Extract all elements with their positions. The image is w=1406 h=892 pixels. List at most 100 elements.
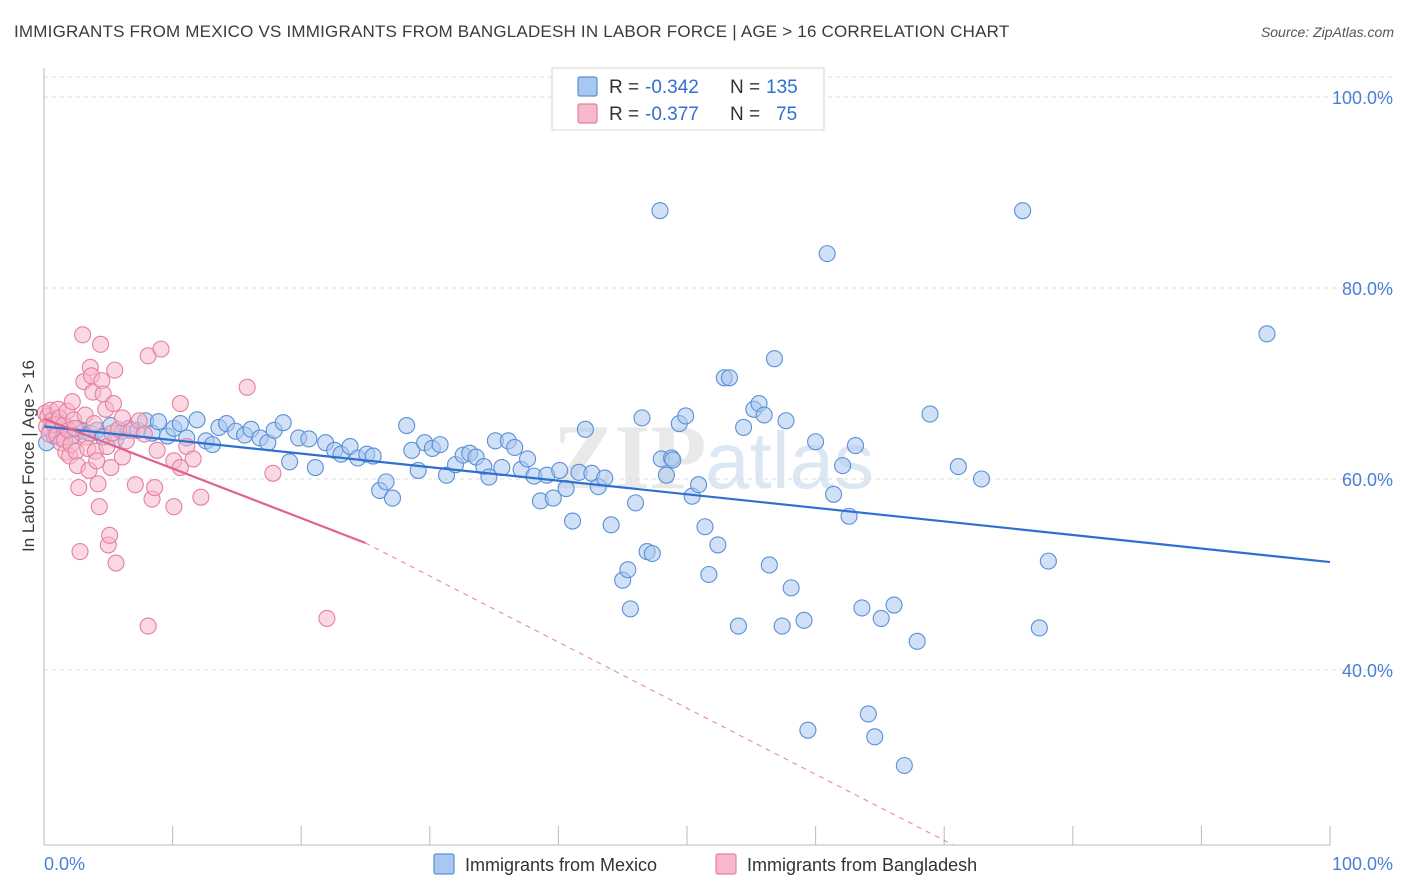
mexico-point bbox=[149, 413, 168, 431]
mexico-point bbox=[377, 473, 395, 491]
bangladesh-trend-extension bbox=[365, 542, 954, 846]
mexico-point bbox=[664, 451, 682, 469]
y-tick-label: 40.0% bbox=[1342, 661, 1393, 681]
legend-bangladesh-r-value: -0.377 bbox=[645, 104, 699, 125]
mexico-point bbox=[709, 536, 727, 554]
bangladesh-point bbox=[89, 475, 107, 493]
mexico-point bbox=[972, 470, 991, 488]
mexico-point bbox=[866, 728, 884, 746]
y-axis-ticks: 100.0% 80.0% 60.0% 40.0% bbox=[1332, 88, 1393, 681]
x-tick-label-min: 0.0% bbox=[44, 854, 85, 874]
mexico-point bbox=[677, 407, 695, 425]
bangladesh-point bbox=[146, 479, 164, 497]
mexico-point bbox=[1258, 325, 1276, 343]
y-axis-label: In Labor Force | Age > 16 bbox=[19, 360, 38, 552]
trend-lines bbox=[43, 417, 1331, 846]
legend-stats: R = -0.342 N = 135 R = -0.377 N = 75 bbox=[551, 67, 825, 131]
mexico-point bbox=[846, 437, 865, 455]
bangladesh-point bbox=[70, 479, 88, 497]
bangladesh-point bbox=[85, 415, 103, 433]
mexico-point bbox=[834, 457, 852, 475]
bangladesh-point bbox=[92, 335, 110, 353]
mexico-point bbox=[506, 438, 524, 457]
mexico-point bbox=[696, 518, 714, 536]
mexico-point bbox=[720, 369, 738, 387]
legend-mexico-n-value: 135 bbox=[766, 77, 798, 98]
bangladesh-point bbox=[318, 609, 336, 627]
chart-title: IMMIGRANTS FROM MEXICO VS IMMIGRANTS FRO… bbox=[14, 22, 1010, 41]
legend-mexico-n-label: N = bbox=[730, 77, 760, 98]
mexico-point bbox=[657, 466, 675, 484]
bangladesh-point bbox=[107, 554, 125, 572]
mexico-point bbox=[627, 494, 645, 512]
mexico-point bbox=[799, 721, 817, 739]
mexico-point bbox=[921, 405, 939, 423]
legend-bottom-swatch-bangladesh bbox=[715, 853, 737, 875]
bangladesh-point bbox=[148, 441, 166, 459]
bangladesh-point bbox=[90, 498, 108, 516]
x-axis-ticks bbox=[172, 826, 1331, 845]
mexico-point bbox=[551, 461, 569, 479]
mexico-point bbox=[563, 512, 582, 530]
bangladesh-point bbox=[63, 393, 81, 411]
mexico-point bbox=[690, 476, 708, 494]
mexico-point bbox=[859, 705, 877, 723]
bangladesh-point bbox=[171, 395, 189, 413]
mexico-point bbox=[274, 414, 292, 432]
bangladesh-point bbox=[264, 464, 282, 482]
mexico-point bbox=[188, 411, 206, 429]
y-tick-label: 100.0% bbox=[1332, 88, 1393, 108]
bangladesh-point bbox=[139, 617, 157, 635]
mexico-point bbox=[403, 441, 421, 459]
y-tick-label: 60.0% bbox=[1342, 470, 1393, 490]
mexico-point bbox=[908, 632, 926, 650]
mexico-point bbox=[281, 453, 299, 471]
mexico-point bbox=[807, 433, 825, 451]
bangladesh-point bbox=[135, 425, 153, 443]
bangladesh-point bbox=[71, 543, 89, 561]
mexico-point bbox=[949, 458, 967, 476]
mexico-point bbox=[306, 458, 324, 477]
mexico-point bbox=[735, 418, 753, 436]
mexico-point bbox=[795, 611, 813, 629]
mexico-point bbox=[171, 415, 189, 433]
legend-mexico-r-value: -0.342 bbox=[645, 77, 699, 98]
mexico-point bbox=[651, 202, 669, 220]
y-tick-label: 80.0% bbox=[1342, 279, 1393, 299]
mexico-point bbox=[885, 596, 903, 614]
mexico-point bbox=[773, 617, 791, 635]
mexico-point bbox=[643, 544, 661, 563]
mexico-point bbox=[576, 420, 594, 438]
legend-bangladesh-r-label: R = bbox=[609, 104, 639, 125]
mexico-point bbox=[895, 756, 913, 775]
mexico-point bbox=[619, 561, 637, 579]
bangladesh-point bbox=[88, 452, 106, 470]
legend-swatch-mexico bbox=[577, 76, 598, 97]
mexico-point bbox=[1039, 552, 1057, 570]
source-credit: Source: ZipAtlas.com bbox=[1260, 24, 1394, 40]
legend-swatch-bangladesh bbox=[577, 103, 598, 124]
mexico-point bbox=[755, 406, 773, 424]
mexico-point bbox=[1030, 619, 1048, 637]
bangladesh-point bbox=[102, 458, 120, 477]
mexico-point bbox=[825, 485, 843, 503]
mexico-point bbox=[621, 600, 639, 618]
bangladesh-point bbox=[126, 476, 144, 494]
bangladesh-point bbox=[106, 361, 124, 379]
legend-mexico-r-label: R = bbox=[609, 77, 639, 98]
series-mexico bbox=[38, 202, 1276, 775]
legend-bottom-bangladesh-label: Immigrants from Bangladesh bbox=[747, 855, 977, 875]
bangladesh-point bbox=[104, 395, 122, 413]
mexico-point bbox=[782, 579, 800, 597]
mexico-point bbox=[818, 245, 836, 263]
bangladesh-point bbox=[184, 450, 202, 468]
legend-bangladesh-n-label: N = bbox=[730, 104, 760, 125]
bangladesh-point bbox=[192, 488, 210, 506]
bangladesh-point bbox=[74, 326, 92, 344]
bangladesh-point bbox=[101, 526, 119, 544]
legend-bangladesh-n-value: 75 bbox=[776, 104, 797, 125]
series-bangladesh bbox=[36, 326, 336, 635]
mexico-point bbox=[431, 436, 449, 454]
bangladesh-point bbox=[113, 409, 131, 427]
